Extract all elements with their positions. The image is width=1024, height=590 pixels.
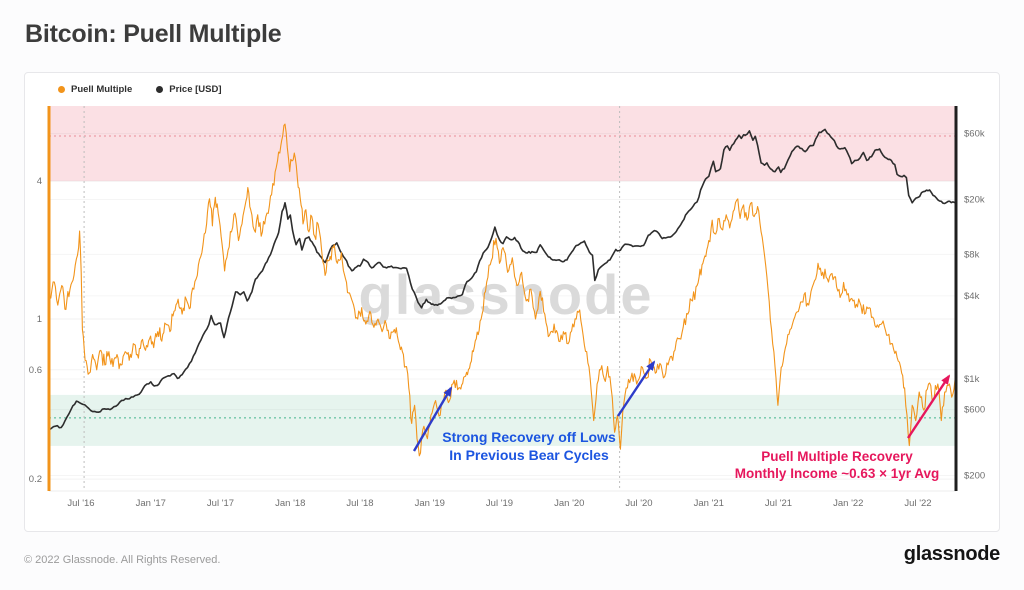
x-axis-tick-label: Jan '19 — [415, 498, 445, 509]
x-axis-tick-label: Jan '21 — [694, 498, 724, 509]
x-axis-tick-label: Jul '19 — [486, 498, 513, 509]
right-axis-tick-label: $600 — [964, 405, 985, 416]
x-axis-tick-label: Jul '18 — [346, 498, 373, 509]
right-axis-tick-label: $4k — [964, 291, 980, 302]
recovery-arrow-2022 — [906, 374, 951, 439]
recovery-arrow-2020 — [617, 360, 656, 417]
x-axis-tick-label: Jul '22 — [904, 498, 931, 509]
puell-recovery-text: Monthly Income ~0.63 × 1yr Avg — [735, 466, 940, 481]
recovery-arrow-2019 — [412, 386, 453, 452]
x-axis-tick-label: Jan '22 — [833, 498, 863, 509]
right-axis-tick-label: $60k — [964, 129, 985, 140]
x-axis-tick-label: Jul '21 — [765, 498, 792, 509]
right-axis-tick-label: $1k — [964, 374, 980, 385]
page-title: Bitcoin: Puell Multiple — [25, 20, 282, 48]
left-axis-tick-label: 1 — [37, 314, 42, 325]
glassnode-logo: glassnode — [903, 543, 1001, 565]
bear-recovery-text: In Previous Bear Cycles — [449, 447, 609, 463]
watermark: glassnode — [359, 263, 654, 326]
bear-recovery-text: Strong Recovery off Lows — [442, 429, 616, 445]
x-axis-tick-label: Jul '16 — [67, 498, 94, 509]
undervalued-band — [49, 394, 956, 446]
puell-multiple-line — [49, 123, 956, 457]
right-axis-tick-label: $8k — [964, 249, 980, 260]
legend-label: Puell Multiple — [71, 84, 133, 95]
price-legend-dot-icon — [156, 86, 164, 93]
x-axis-tick-label: Jan '18 — [275, 498, 305, 509]
chart-svg: glassnode Strong Recovery off Lows In Prev… — [29, 106, 985, 509]
x-axis-tick-label: Jul '20 — [625, 498, 652, 509]
legend-item-puell-multiple: Puell Multiple — [58, 84, 132, 95]
right-axis-tick-label: $20k — [964, 195, 985, 206]
left-axis-tick-label: 4 — [37, 176, 42, 187]
puell-recovery-text: Puell Multiple Recovery — [761, 449, 913, 464]
footer-copyright: © 2022 Glassnode. All Rights Reserved. — [24, 554, 221, 566]
right-axis-tick-label: $200 — [964, 471, 985, 482]
legend-label: Price [USD] — [169, 84, 222, 95]
left-axis-tick-label: 0.6 — [29, 365, 42, 376]
x-axis-tick-label: Jul '17 — [207, 498, 234, 509]
overheated-band — [49, 106, 956, 182]
puell-multiple-legend-dot-icon — [58, 86, 65, 93]
legend-item-price: Price [USD] — [156, 84, 222, 95]
x-axis-tick-label: Jan '17 — [136, 498, 166, 509]
left-axis-tick-label: 0.2 — [29, 474, 42, 485]
chart-legend: Puell Multiple Price [USD] — [58, 84, 222, 95]
x-axis-tick-label: Jan '20 — [554, 498, 584, 509]
chart-card: Puell Multiple Price [USD] glassnode Stro… — [24, 72, 1000, 532]
price-line — [49, 128, 956, 431]
